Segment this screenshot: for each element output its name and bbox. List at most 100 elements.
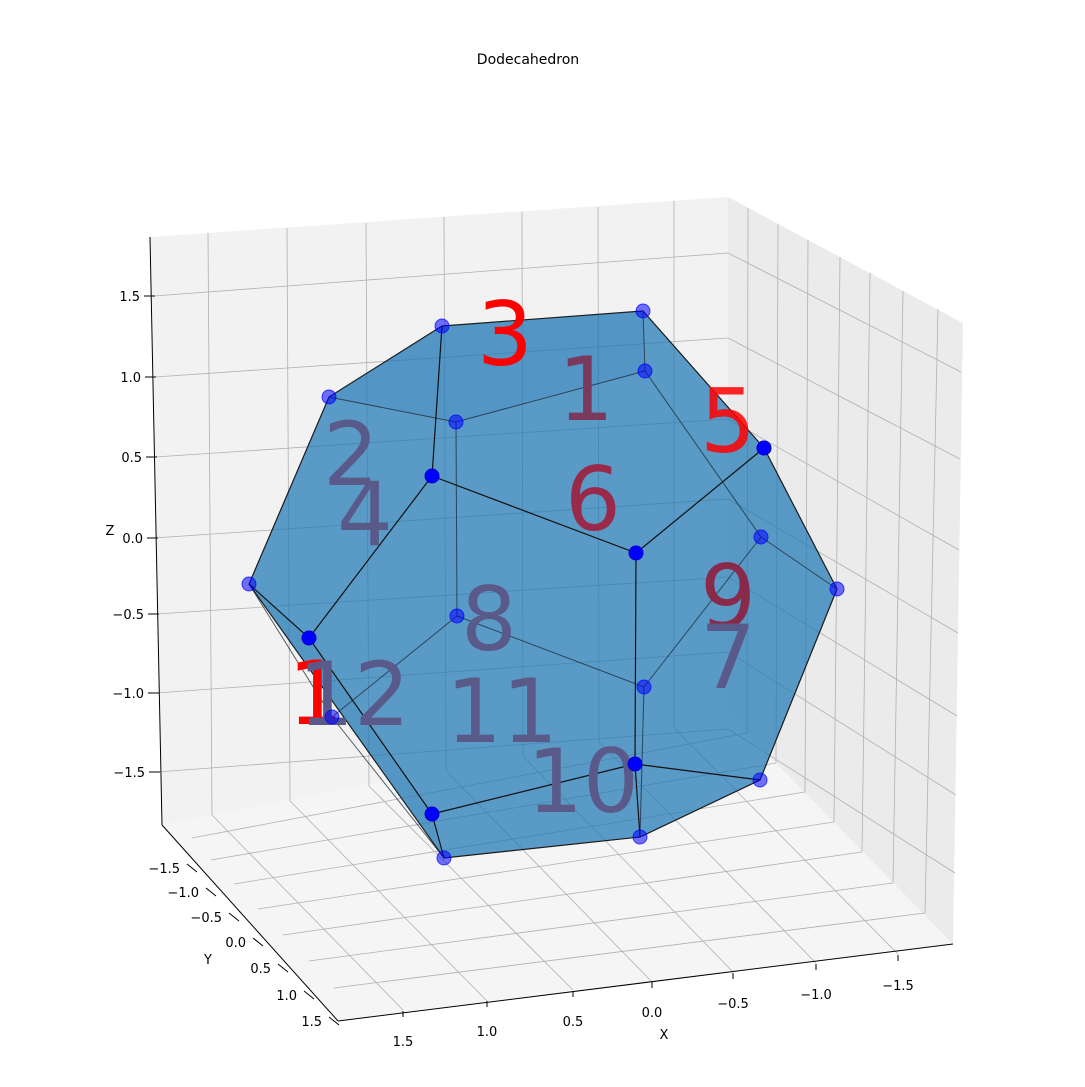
edge (455, 370, 646, 423)
x-axis-line (337, 943, 954, 1022)
grid-line (282, 851, 863, 936)
edge (634, 763, 761, 781)
face-label: 8 (461, 568, 517, 671)
y-axis-line (161, 824, 339, 1022)
y-tick (205, 887, 217, 897)
x-tick-label: −1.0 (800, 988, 832, 1003)
vertex (636, 679, 652, 695)
y-tick-label: 1.0 (276, 989, 297, 1004)
x-tick-label: −0.5 (717, 997, 749, 1012)
vertex (449, 608, 465, 624)
grid-line (257, 821, 835, 910)
y-tick (277, 963, 289, 973)
grid-line (153, 252, 729, 297)
y-ticks: −1.5 −1.0 −0.50.0 0.5 1.0 1.5 (148, 862, 340, 1030)
face-label: 5 (700, 370, 756, 473)
z-tick-label: −1.0 (112, 687, 144, 702)
y-tick-label: 0.5 (250, 962, 271, 977)
edge (643, 536, 762, 688)
y-axis-label: Y (203, 953, 212, 968)
grid-line (289, 800, 488, 1002)
y-tick (303, 990, 315, 1000)
vertex (424, 468, 440, 484)
vertex (448, 414, 464, 430)
vertex (301, 630, 317, 646)
edge (328, 396, 457, 423)
y-tick (186, 863, 198, 873)
floor-pane (162, 714, 953, 1021)
edge (308, 475, 433, 639)
grid-line (892, 290, 904, 884)
chart-title: Dodecahedron (477, 52, 579, 68)
face-fill (329, 311, 645, 422)
z-tick-label: −0.5 (112, 608, 144, 623)
edge (248, 583, 333, 718)
vertex (628, 545, 644, 561)
vertex (637, 363, 653, 379)
edge (331, 716, 445, 859)
vertex (241, 576, 257, 592)
y-tick (328, 1016, 340, 1026)
x-ticks: −1.5 −1.0 −0.5 0.0 0.5 1.0 1.5 (393, 955, 914, 1050)
edge (634, 552, 637, 765)
z-tick-label: −1.5 (113, 766, 145, 781)
vertex (627, 756, 643, 772)
vertex (632, 829, 648, 845)
face-label: 6 (565, 448, 621, 551)
face-label: 10 (527, 730, 639, 833)
vertex (434, 318, 450, 334)
vertex (321, 389, 337, 405)
y-tick-label: −1.5 (148, 862, 180, 877)
face-label: 11 (446, 660, 558, 763)
grid-line (833, 256, 841, 823)
grid-line (207, 232, 213, 816)
face-fill (249, 584, 444, 858)
grid-line (861, 272, 871, 853)
vertex (753, 529, 769, 545)
grid-line (308, 882, 894, 962)
edge (634, 763, 641, 838)
vertex (324, 709, 340, 725)
grid-line (333, 912, 926, 989)
vertex (436, 850, 452, 866)
edge (635, 447, 765, 554)
face-label: 1 (558, 338, 614, 441)
edge (455, 421, 458, 617)
axis-lines (149, 236, 954, 1022)
edge (456, 615, 645, 688)
x-tick-label: 0.0 (642, 1006, 663, 1021)
face-label: 1 (288, 642, 344, 745)
vertex (829, 581, 845, 597)
x-tick-label: −1.5 (882, 979, 914, 994)
y-tick-label: 1.5 (301, 1015, 322, 1030)
grid-line (727, 337, 961, 460)
face-label: 3 (477, 283, 533, 386)
y-tick (228, 912, 240, 922)
z-tick-label: 1.0 (120, 371, 141, 386)
face-label: 4 (337, 463, 393, 566)
vertex (752, 772, 768, 788)
vertex (635, 303, 651, 319)
edge (642, 310, 646, 372)
edge (431, 325, 443, 477)
y-tick-label: −0.5 (190, 911, 222, 926)
y-tick-label: 0.0 (225, 936, 246, 951)
x-tick-label: 1.5 (393, 1035, 414, 1050)
x-tick-label: 1.0 (477, 1025, 498, 1040)
z-ticks: −1.5 −1.0 −0.5 0.0 0.5 1.0 1.5 (112, 290, 160, 781)
grid-line (804, 239, 809, 793)
face-label: 7 (700, 606, 756, 709)
face-label: 2 (323, 403, 379, 506)
edge (644, 370, 762, 538)
grid-line (924, 308, 939, 914)
y-tick-label: −1.0 (167, 886, 199, 901)
z-tick-label: 1.5 (119, 290, 140, 305)
grid-line (727, 418, 960, 551)
vertex (756, 440, 772, 456)
edge (431, 813, 445, 859)
z-axis-label: Z (106, 524, 115, 539)
z-tick-label: 0.0 (122, 532, 143, 547)
grid-line (368, 785, 574, 991)
